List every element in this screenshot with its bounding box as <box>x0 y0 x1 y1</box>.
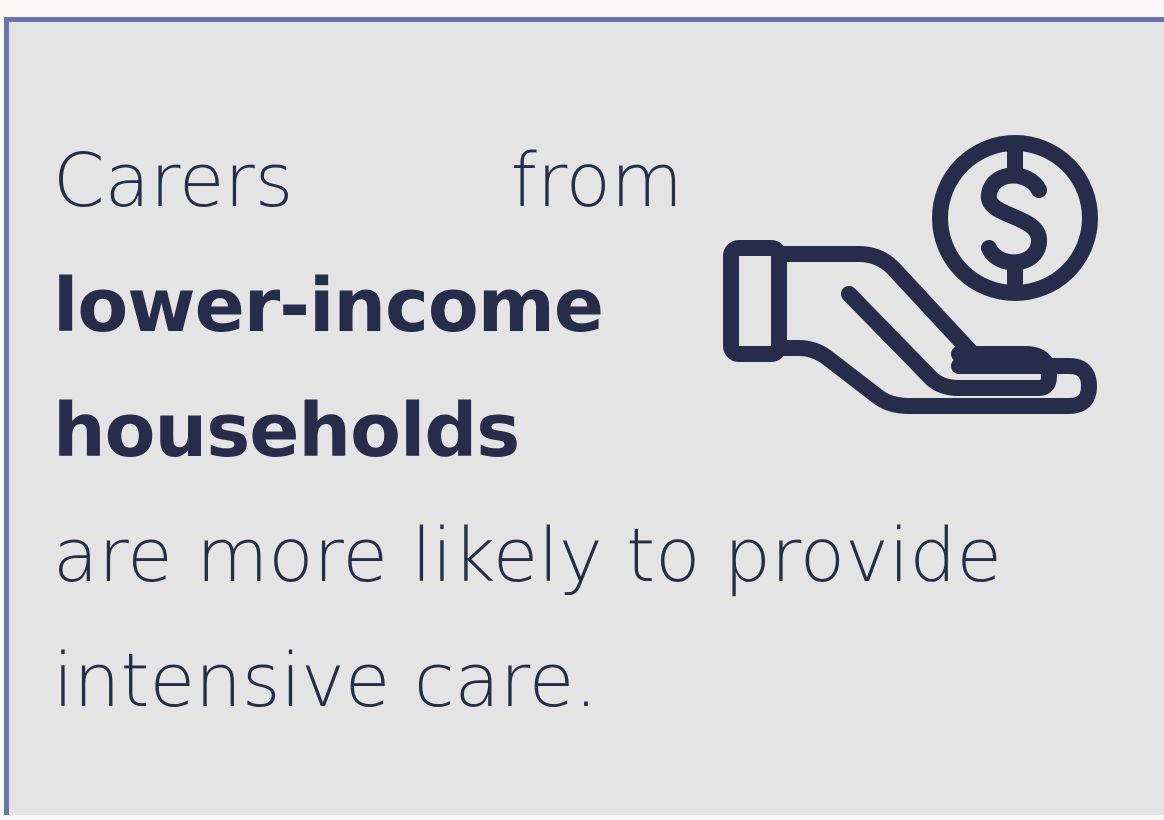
body-text: intensive care. <box>53 638 598 724</box>
callout-card: Carers from lower-income households are … <box>4 17 1164 815</box>
money-hand-icon <box>723 135 1098 414</box>
intro-text: Carers from <box>53 138 683 224</box>
body-text: are more likely to provide <box>53 513 1002 599</box>
highlight-text: households <box>53 388 520 474</box>
highlight-text: lower-income <box>53 263 604 349</box>
